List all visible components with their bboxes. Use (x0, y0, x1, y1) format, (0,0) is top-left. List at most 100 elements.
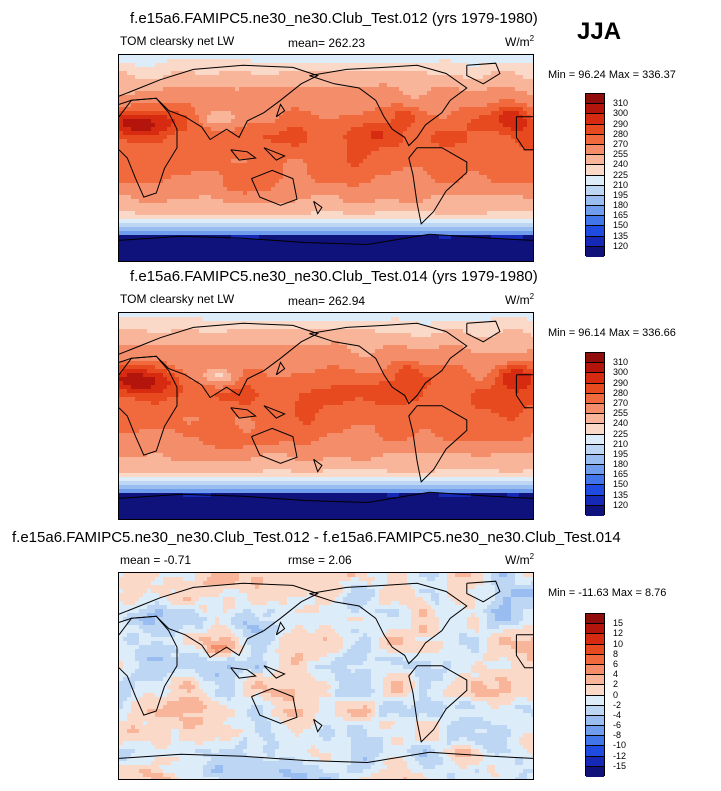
colorbar-tick-label: 255 (613, 408, 629, 419)
colorbar-swatch (586, 715, 604, 727)
coastline (119, 582, 320, 659)
colorbar-swatch (586, 664, 604, 676)
colorbar-tick-label: -6 (613, 720, 622, 731)
coastline (119, 491, 533, 504)
panel-3-colorbar (585, 613, 605, 777)
colorbar-tick-label: 120 (613, 240, 629, 251)
coastline (275, 361, 286, 376)
coastline (119, 751, 533, 764)
colorbar-tick-label: 255 (613, 149, 629, 160)
colorbar-tick-label: -12 (613, 750, 627, 761)
panel-2-units: W/m2 (505, 292, 535, 307)
colorbar-tick-label: 300 (613, 108, 629, 119)
colorbar-tick-label: -8 (613, 730, 622, 741)
coastline (275, 103, 286, 118)
colorbar-swatch (586, 766, 604, 777)
map-field (119, 313, 533, 519)
colorbar-swatch (586, 236, 604, 247)
coastline (313, 200, 323, 215)
coastline (466, 580, 501, 603)
colorbar-swatch (586, 434, 604, 445)
colorbar-tick-label: 270 (613, 138, 629, 149)
colorbar-tick-label: 8 (613, 648, 619, 659)
colorbar-swatch (586, 454, 604, 466)
colorbar-swatch (586, 654, 604, 665)
colorbar-swatch (586, 746, 604, 757)
colorbar-swatch (586, 756, 604, 767)
colorbar-tick-label: 6 (613, 658, 619, 669)
colorbar-swatch (586, 353, 604, 364)
panel-1-variable: TOM clearsky net LW (120, 34, 235, 48)
panel-3-map (118, 572, 534, 780)
colorbar-swatch (586, 373, 604, 384)
colorbar-tick-label: 180 (613, 459, 629, 470)
map-field (119, 55, 533, 261)
coastline (466, 320, 501, 343)
colorbar-tick-label: 210 (613, 179, 629, 190)
map-field (119, 573, 533, 779)
colorbar-swatch (586, 134, 604, 145)
colorbar-tick-label: 310 (613, 98, 629, 109)
colorbar-swatch (586, 675, 604, 686)
coastline (263, 405, 286, 419)
colorbar-swatch (586, 736, 604, 747)
colorbar-tick-label: 165 (613, 469, 629, 480)
coastline (408, 405, 468, 483)
colorbar-swatch (586, 685, 604, 696)
colorbar-swatch (586, 175, 604, 186)
coastline (515, 116, 533, 151)
colorbar-tick-label: -4 (613, 709, 622, 720)
colorbar-tick-label: 135 (613, 230, 629, 241)
colorbar-tick-label: 225 (613, 428, 629, 439)
colorbar-tick-label: 165 (613, 210, 629, 221)
panel-2-title: f.e15a6.FAMIPC5.ne30_ne30.Club_Test.014 … (130, 268, 538, 285)
colorbar-tick-label: 150 (613, 220, 629, 231)
season-label: JJA (577, 18, 622, 45)
colorbar-swatch (586, 94, 604, 105)
colorbar-tick-label: 240 (613, 418, 629, 429)
colorbar-swatch (586, 104, 604, 115)
coastline (309, 322, 468, 405)
colorbar-tick-label: 240 (613, 159, 629, 170)
colorbar-tick-label: 300 (613, 367, 629, 378)
panel-2-colorbar (585, 352, 605, 516)
colorbar-swatch (586, 644, 604, 655)
colorbar-swatch (586, 465, 604, 476)
colorbar-tick-label: 10 (613, 638, 624, 649)
colorbar-swatch (586, 424, 604, 435)
coastline (515, 634, 533, 669)
panel-3-minmax: Min = -11.63 Max = 8.76 (548, 587, 667, 599)
coastline (251, 169, 298, 206)
colorbar-swatch (586, 383, 604, 394)
colorbar-tick-label: 2 (613, 679, 619, 690)
coastline (230, 149, 257, 161)
coastline (275, 621, 286, 636)
panel-1-title: f.e15a6.FAMIPC5.ne30_ne30.Club_Test.012 … (130, 10, 538, 27)
colorbar-tick-label: 0 (613, 689, 619, 700)
colorbar-tick-label: 210 (613, 438, 629, 449)
panel-1-units: W/m2 (505, 34, 535, 49)
coastline (466, 62, 501, 85)
colorbar-tick-label: 280 (613, 387, 629, 398)
panel-2-minmax: Min = 96.14 Max = 336.66 (548, 327, 676, 339)
colorbar-swatch (586, 414, 604, 425)
coastline (309, 582, 468, 665)
panel-1-colorbar (585, 93, 605, 257)
panel-2-mean: mean= 262.94 (288, 294, 366, 308)
colorbar-swatch (586, 144, 604, 156)
colorbar-tick-label: 280 (613, 128, 629, 139)
colorbar-swatch (586, 124, 604, 135)
colorbar-swatch (586, 155, 604, 166)
colorbar-swatch (586, 726, 604, 737)
colorbar-swatch (586, 246, 604, 257)
colorbar-tick-label: 310 (613, 357, 629, 368)
colorbar-swatch (586, 114, 604, 125)
colorbar-tick-label: 290 (613, 118, 629, 129)
colorbar-swatch (586, 705, 604, 716)
colorbar-swatch (586, 624, 604, 635)
coastline (119, 233, 533, 246)
coastline (263, 665, 286, 679)
coastline (263, 147, 286, 161)
coastline (230, 407, 257, 419)
colorbar-swatch (586, 185, 604, 196)
